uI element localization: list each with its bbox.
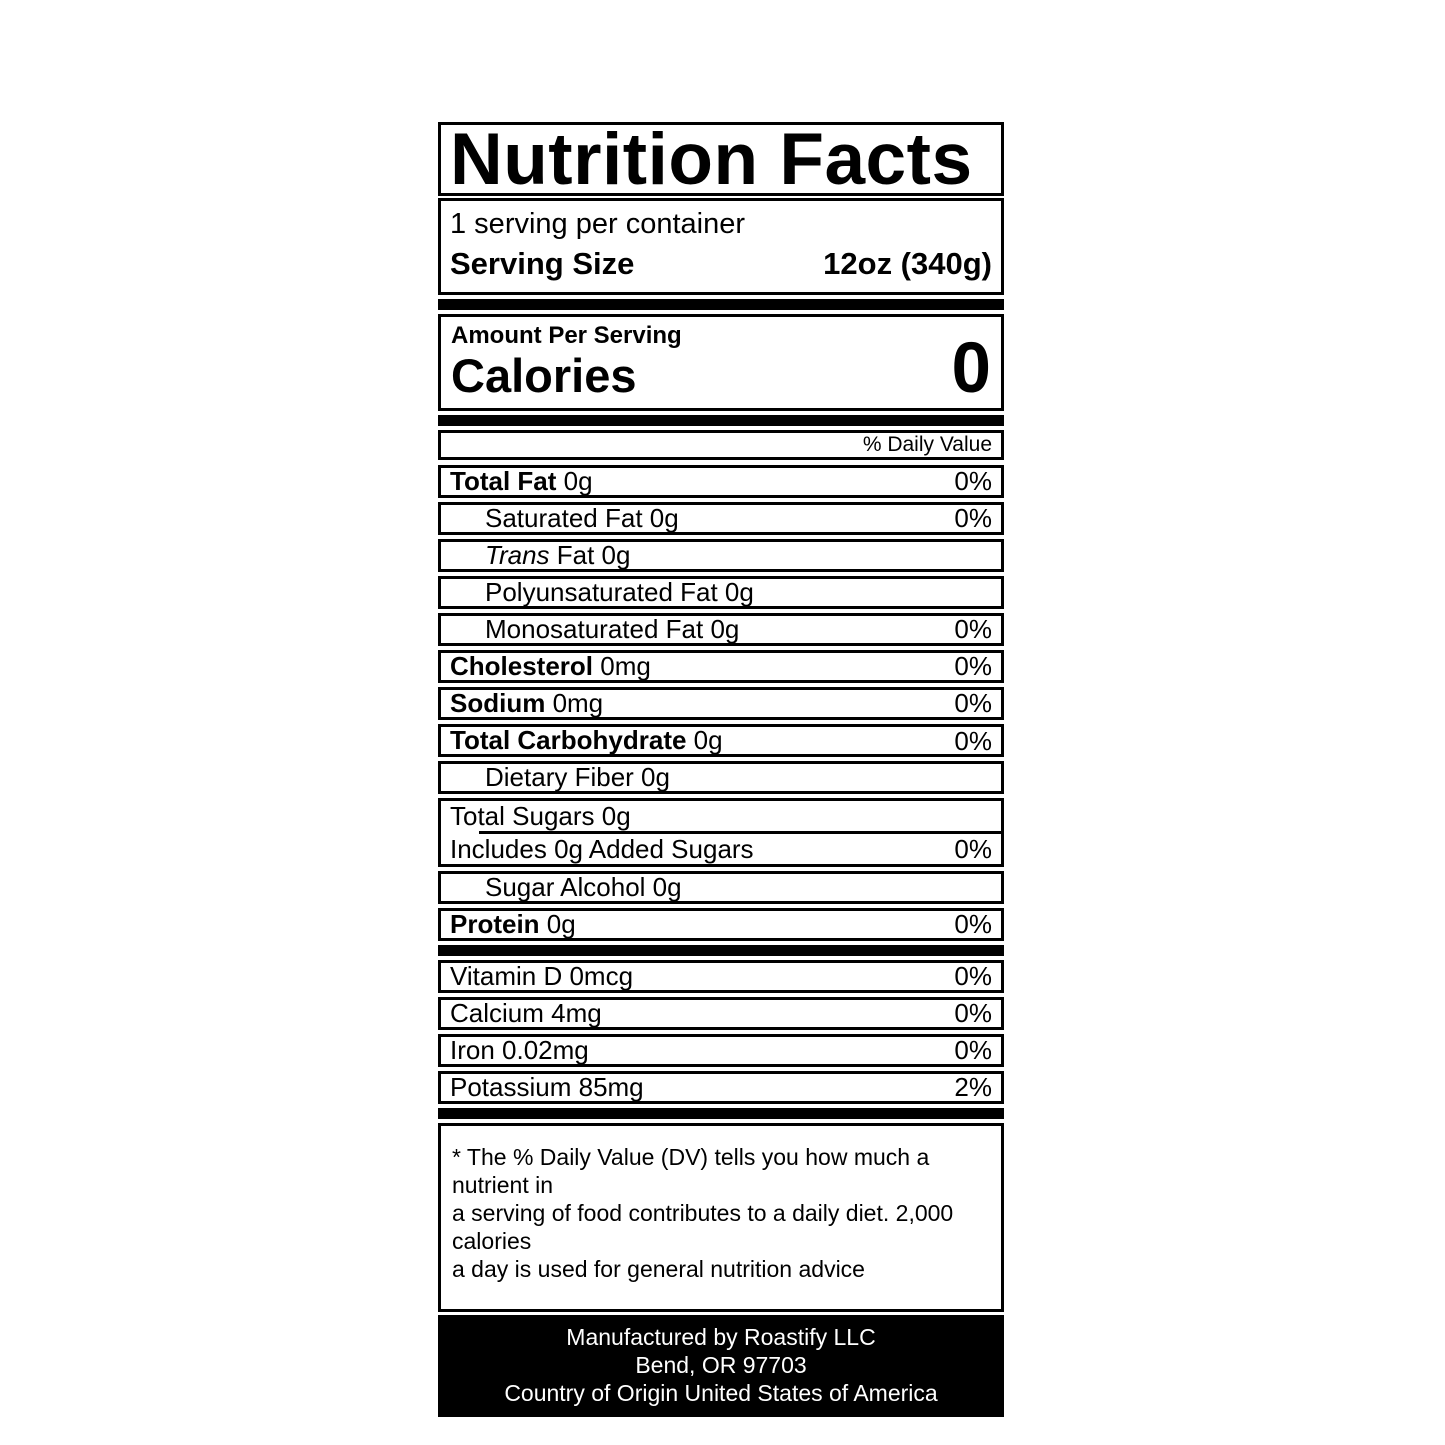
daily-value: 0% [954,614,992,644]
nutrient-row-dietary-fiber: Dietary Fiber 0g [438,761,1004,794]
daily-value: 0% [954,726,992,756]
amount-per-serving-label: Amount Per Serving [451,322,682,349]
manufacturer-line: Bend, OR 97703 [635,1352,807,1378]
daily-value: 0% [954,1035,992,1065]
serving-size-value: 12oz (340g) [823,246,992,281]
nutrient-row-trans-fat: Trans Fat 0g [438,539,1004,572]
nutrient-row-protein: Protein 0g 0% [438,908,1004,941]
divider-bar [438,945,1004,956]
sugars-group-box: Total Sugars 0g Includes 0g Added Sugars… [438,798,1004,867]
nutrient-row-sugar-alcohol: Sugar Alcohol 0g [438,871,1004,904]
daily-value: 0% [954,909,992,939]
nutrient-row-total-sugars: Total Sugars 0g [441,801,1001,831]
nutrient-row-cholesterol: Cholesterol 0mg 0% [438,650,1004,683]
daily-value: 0% [954,998,992,1028]
daily-value: 2% [954,1072,992,1102]
manufacturer-line: Manufactured by Roastify LLC [566,1324,876,1350]
daily-value-footnote: * The % Daily Value (DV) tells you how m… [438,1123,1004,1312]
serving-section: 1 serving per container Serving Size 12o… [438,198,1004,295]
micronutrient-row-iron: Iron 0.02mg 0% [438,1034,1004,1067]
micronutrient-row-calcium: Calcium 4mg 0% [438,997,1004,1030]
servings-per-container: 1 serving per container [450,208,745,240]
serving-size-row: Serving Size 12oz (340g) [450,243,992,285]
label-title: Nutrition Facts [450,118,973,200]
nutrient-name: Includes 0g Added Sugars [450,833,754,864]
nutrient-name: Monosaturated Fat 0g [485,614,740,644]
nutrient-name: Total Carbohydrate 0g [450,725,723,755]
nutrient-row-sodium: Sodium 0mg 0% [438,687,1004,720]
calories-left: Amount Per Serving Calories [451,322,682,402]
manufacturer-section: Manufactured by Roastify LLC Bend, OR 97… [438,1315,1004,1417]
daily-value: 0% [954,961,992,991]
divider-bar [438,415,1004,426]
footnote-line: * The % Daily Value (DV) tells you how m… [452,1144,930,1198]
manufacturer-line: Country of Origin United States of Ameri… [504,1380,938,1406]
sugars-divider [479,831,1001,834]
nutrient-name: Potassium 85mg [450,1072,644,1102]
calories-label: Calories [451,349,637,402]
nutrient-row-monosaturated-fat: Monosaturated Fat 0g 0% [438,613,1004,646]
nutrient-name: Total Fat 0g [450,466,593,496]
serving-size-label: Serving Size [450,246,635,281]
nutrient-name: Calcium 4mg [450,998,602,1028]
footnote-line: a serving of food contributes to a daily… [452,1200,954,1254]
calories-value: 0 [951,328,992,408]
nutrient-name: Dietary Fiber 0g [485,762,670,792]
nutrient-row-total-carbohydrate: Total Carbohydrate 0g 0% [438,724,1004,757]
micronutrient-row-vitamin-d: Vitamin D 0mcg 0% [438,960,1004,993]
nutrient-name: Cholesterol 0mg [450,651,651,681]
nutrient-name: Vitamin D 0mcg [450,961,634,991]
nutrient-name: Trans Fat 0g [485,540,631,570]
footnote-line: a day is used for general nutrition advi… [452,1256,865,1282]
daily-value-header-row: % Daily Value [438,430,1004,460]
micronutrient-row-potassium: Potassium 85mg 2% [438,1071,1004,1104]
nutrient-row-polyunsaturated-fat: Polyunsaturated Fat 0g [438,576,1004,609]
daily-value: 0% [954,688,992,718]
nutrient-name: Total Sugars 0g [450,800,631,831]
nutrition-facts-label: Nutrition Facts 1 serving per container … [438,122,1004,1417]
daily-value: 0% [954,503,992,533]
divider-bar [438,299,1004,310]
nutrient-row-saturated-fat: Saturated Fat 0g 0% [438,502,1004,535]
divider-bar [438,1108,1004,1119]
daily-value-header: % Daily Value [862,433,992,456]
nutrient-name: Sodium 0mg [450,688,604,718]
daily-value: 0% [954,651,992,681]
calories-section: Amount Per Serving Calories 0 [438,314,1004,411]
daily-value: 0% [954,466,992,496]
title-box: Nutrition Facts [438,122,1004,196]
nutrient-row-added-sugars: Includes 0g Added Sugars 0% [441,834,1001,864]
nutrient-name: Saturated Fat 0g [485,503,679,533]
nutrient-row-total-fat: Total Fat 0g 0% [438,465,1004,498]
nutrient-name: Sugar Alcohol 0g [485,872,682,902]
daily-value: 0% [954,833,992,864]
nutrient-name: Protein 0g [450,909,576,939]
nutrient-name: Iron 0.02mg [450,1035,589,1065]
nutrient-name: Polyunsaturated Fat 0g [485,577,754,607]
